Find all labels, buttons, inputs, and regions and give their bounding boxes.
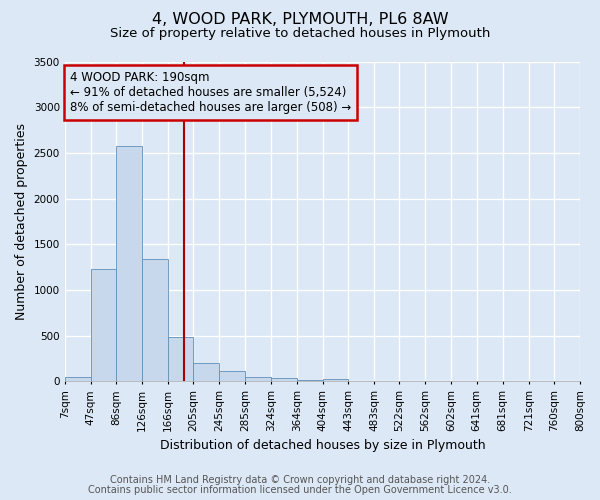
Bar (323, 378, 348, 382)
Text: Contains HM Land Registry data © Crown copyright and database right 2024.: Contains HM Land Registry data © Crown c… (110, 475, 490, 485)
Bar (220, 372, 245, 382)
Bar (271, 378, 296, 382)
X-axis label: Distribution of detached houses by size in Plymouth: Distribution of detached houses by size … (160, 440, 485, 452)
Bar (168, 336, 193, 382)
Y-axis label: Number of detached properties: Number of detached properties (15, 123, 28, 320)
Bar (193, 363, 220, 382)
Text: Size of property relative to detached houses in Plymouth: Size of property relative to detached ho… (110, 28, 490, 40)
Bar (296, 380, 323, 382)
Text: 4, WOOD PARK, PLYMOUTH, PL6 8AW: 4, WOOD PARK, PLYMOUTH, PL6 8AW (152, 12, 448, 28)
Bar (65, 377, 91, 382)
Bar (142, 259, 168, 382)
Bar (245, 377, 271, 382)
Bar (116, 146, 142, 382)
Text: 4 WOOD PARK: 190sqm
← 91% of detached houses are smaller (5,524)
8% of semi-deta: 4 WOOD PARK: 190sqm ← 91% of detached ho… (70, 71, 351, 114)
Bar (91, 269, 116, 382)
Text: Contains public sector information licensed under the Open Government Licence v3: Contains public sector information licen… (88, 485, 512, 495)
